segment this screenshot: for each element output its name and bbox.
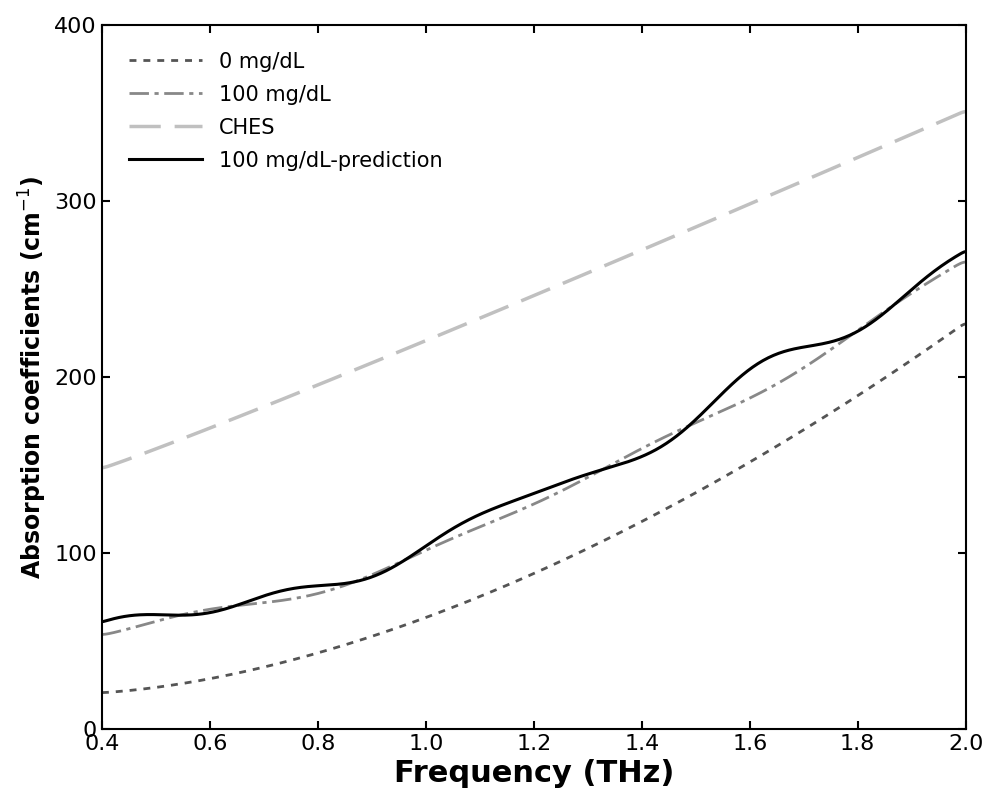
0 mg/dL <box>610 530 622 539</box>
Line: CHES: CHES <box>102 112 966 468</box>
Line: 100 mg/dL: 100 mg/dL <box>102 262 966 634</box>
Legend: 0 mg/dL, 100 mg/dL, CHES, 100 mg/dL-prediction: 0 mg/dL, 100 mg/dL, CHES, 100 mg/dL-pred… <box>112 35 459 188</box>
0 mg/dL <box>96 687 108 697</box>
Line: 0 mg/dL: 0 mg/dL <box>102 324 966 692</box>
100 mg/dL <box>511 506 523 516</box>
100 mg/dL-prediction <box>960 247 972 257</box>
100 mg/dL <box>563 482 575 492</box>
100 mg/dL-prediction <box>610 460 622 470</box>
CHES <box>610 256 622 266</box>
100 mg/dL <box>960 257 972 266</box>
CHES <box>804 173 816 183</box>
100 mg/dL-prediction <box>804 341 816 351</box>
100 mg/dL <box>96 630 108 639</box>
100 mg/dL <box>939 267 951 277</box>
0 mg/dL <box>804 421 816 431</box>
Line: 100 mg/dL-prediction: 100 mg/dL-prediction <box>102 252 966 621</box>
100 mg/dL-prediction <box>511 495 523 505</box>
0 mg/dL <box>960 319 972 328</box>
100 mg/dL-prediction <box>939 258 951 268</box>
X-axis label: Frequency (THz): Frequency (THz) <box>394 759 674 788</box>
100 mg/dL <box>610 457 622 467</box>
100 mg/dL-prediction <box>563 476 575 485</box>
CHES <box>563 276 575 286</box>
CHES <box>506 300 518 310</box>
CHES <box>96 463 108 473</box>
0 mg/dL <box>939 332 951 342</box>
0 mg/dL <box>506 578 518 588</box>
100 mg/dL-prediction <box>506 497 518 506</box>
CHES <box>939 115 951 125</box>
CHES <box>511 298 523 308</box>
Y-axis label: Absorption coefficients (cm$^{-1}$): Absorption coefficients (cm$^{-1}$) <box>17 175 49 579</box>
100 mg/dL <box>506 509 518 518</box>
100 mg/dL <box>804 359 816 369</box>
0 mg/dL <box>511 576 523 585</box>
100 mg/dL-prediction <box>96 617 108 626</box>
0 mg/dL <box>563 552 575 562</box>
CHES <box>960 107 972 117</box>
